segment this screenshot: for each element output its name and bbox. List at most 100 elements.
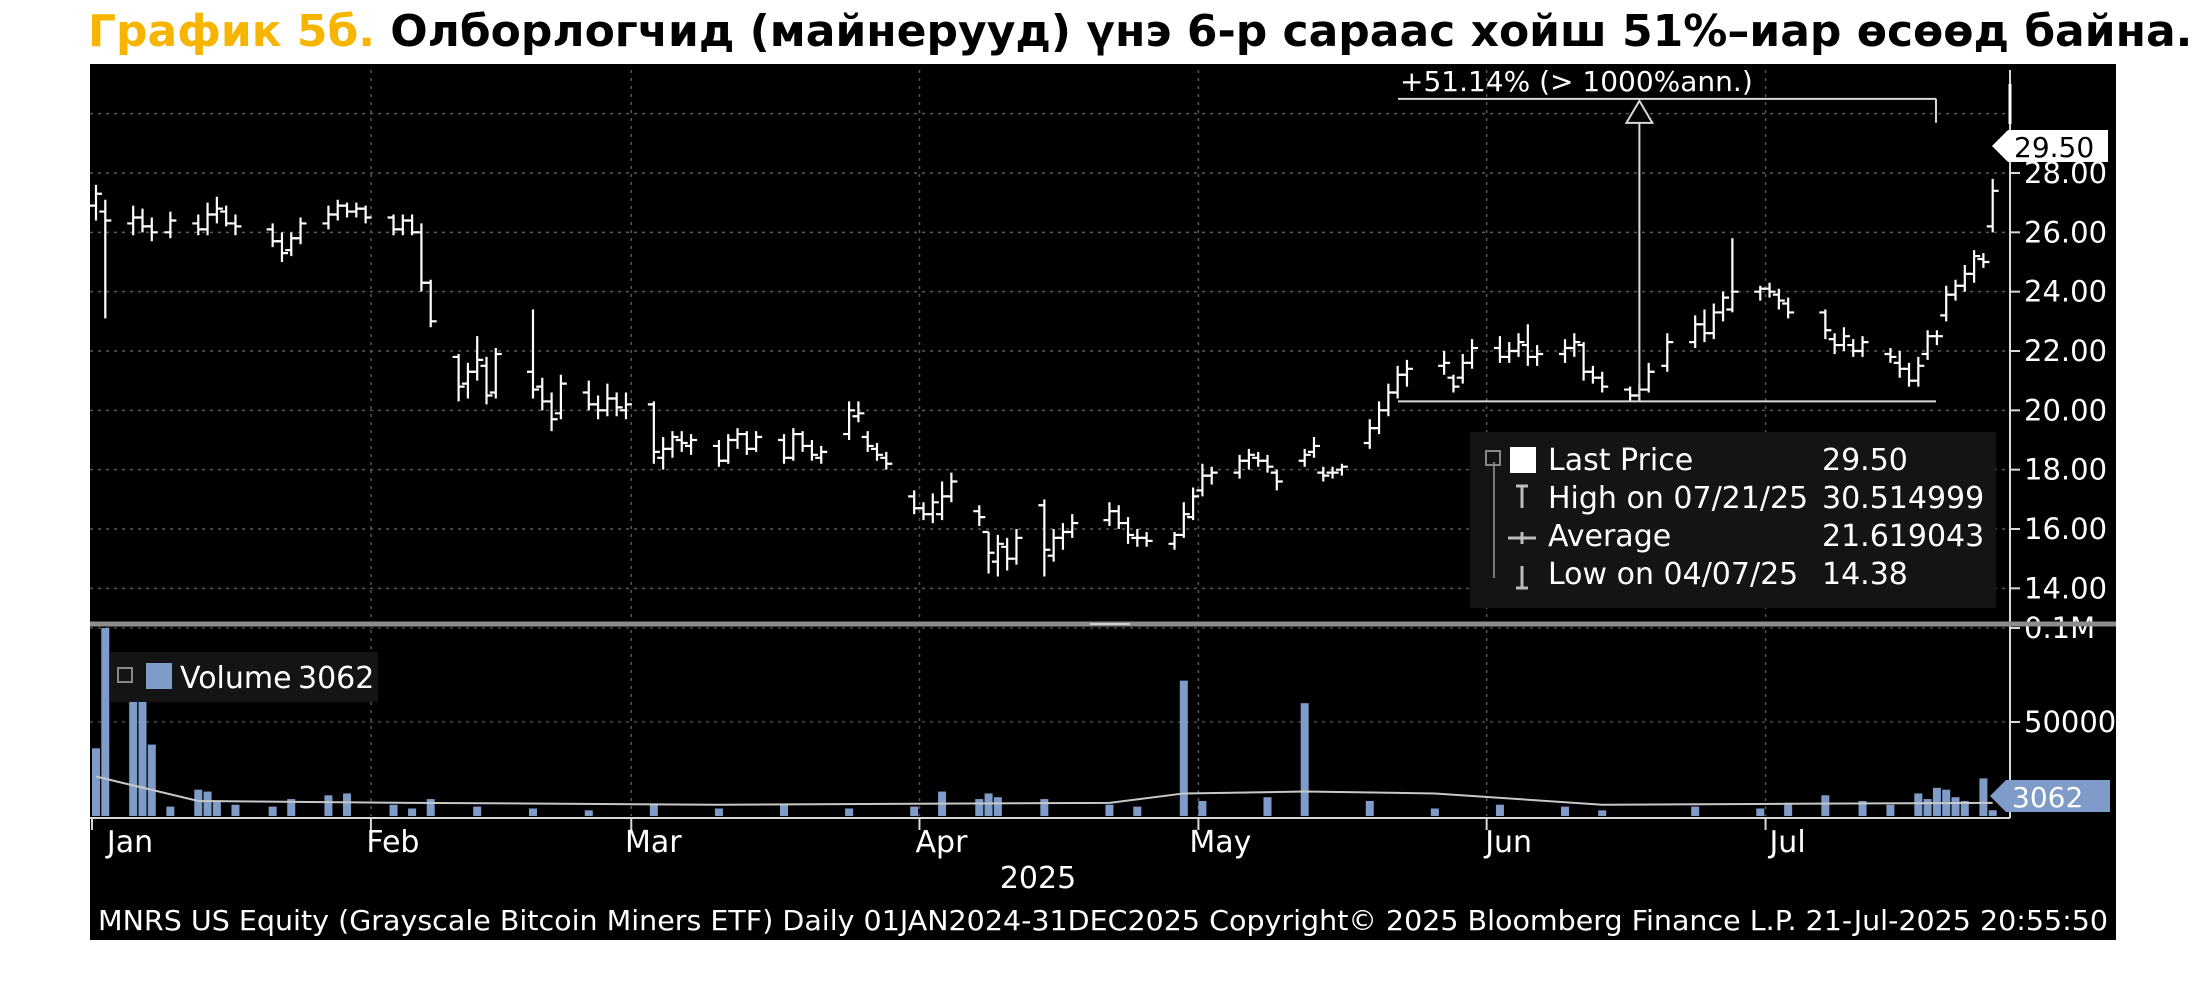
price-bar	[1977, 253, 1990, 268]
price-bar	[1837, 327, 1850, 351]
price-bar	[805, 440, 818, 461]
x-axis-ticks	[91, 818, 1767, 830]
price-bar	[1438, 351, 1451, 375]
price-bar	[1335, 463, 1348, 476]
volume-bar	[268, 806, 277, 816]
month-label: May	[1189, 825, 1251, 860]
volume-bar	[1691, 806, 1700, 816]
price-tick-label: 18.00	[2024, 453, 2107, 487]
volume-axis: 50000 0.1M	[2010, 611, 2116, 739]
price-bar	[1968, 250, 1981, 283]
volume-bar	[1263, 797, 1272, 816]
price-bar	[145, 217, 158, 242]
price-bars	[90, 178, 1999, 577]
price-bar	[1856, 336, 1869, 357]
volume-bar	[1133, 806, 1142, 816]
volume-legend-collapse-icon[interactable]	[117, 667, 133, 683]
last-price-tag-value: 29.50	[2014, 131, 2094, 164]
price-bar	[945, 472, 958, 503]
volume-bar	[287, 799, 296, 816]
volume-bar	[101, 628, 110, 816]
price-bar	[1912, 356, 1925, 387]
volume-bar	[203, 791, 212, 816]
volume-bar	[212, 800, 221, 816]
volume-bar	[1951, 797, 1960, 816]
volume-bar	[166, 806, 175, 816]
price-bar	[1140, 531, 1153, 547]
price-bar	[90, 184, 102, 221]
price-bar	[554, 374, 567, 420]
return-annotation: +51.14% (> 1000%ann.)	[1398, 65, 1937, 403]
price-bar	[294, 217, 307, 245]
low-marker-icon	[1516, 566, 1528, 590]
last-volume-tag-shape	[1990, 780, 2110, 812]
price-bar	[1466, 339, 1479, 369]
month-label: Mar	[625, 825, 682, 860]
volume-tick-label: 50000	[2024, 705, 2116, 739]
price-bar	[610, 392, 623, 417]
legend-average-value: 21.619043	[1822, 519, 1984, 554]
price-bar	[1986, 178, 1999, 233]
legend-collapse-icon[interactable]	[1485, 450, 1501, 466]
x-axis-year-label: 2025	[1000, 861, 1076, 896]
price-bar	[1661, 333, 1674, 372]
price-bar	[675, 431, 688, 452]
x-axis-labels: Jan Feb Mar Apr May Jun Jul	[105, 825, 1806, 860]
last-volume-tag-value: 3062	[2012, 781, 2083, 814]
price-bar	[1187, 487, 1200, 521]
price-bar	[545, 392, 558, 432]
volume-bar	[1821, 795, 1830, 816]
volume-bar	[1979, 778, 1988, 816]
price-bar	[1122, 517, 1135, 544]
volume-bar	[528, 808, 537, 816]
legend-low-value: 14.38	[1822, 557, 1908, 592]
last-price-tag-shape	[1992, 130, 2108, 162]
volume-bar	[1198, 800, 1207, 816]
volume-bar	[1179, 680, 1188, 816]
price-bar	[1782, 297, 1795, 319]
volume-bar	[1914, 793, 1923, 816]
price-bar	[164, 211, 177, 239]
volume-bar	[1960, 800, 1969, 816]
price-bar	[1261, 454, 1274, 473]
price-bar	[489, 348, 502, 399]
grid-lines	[90, 70, 2012, 819]
price-bar	[1596, 371, 1609, 393]
month-label: Jul	[1767, 825, 1805, 860]
price-legend: Last Price 29.50 High on 07/21/25 30.514…	[1470, 432, 1996, 608]
price-bar	[1717, 291, 1730, 322]
price-tick-label: 20.00	[2024, 393, 2107, 427]
price-bar	[1317, 466, 1330, 482]
price-bar	[1066, 514, 1079, 538]
price-bar	[452, 353, 465, 402]
volume-bar	[426, 799, 435, 816]
price-bar	[1447, 374, 1460, 393]
price-bar	[471, 336, 484, 381]
legend-average-label: Average	[1548, 519, 1671, 554]
volume-bar	[1756, 808, 1765, 816]
high-marker-icon	[1516, 484, 1528, 508]
price-bar	[991, 534, 1004, 577]
price-bar	[1884, 348, 1897, 363]
volume-bar	[1932, 787, 1941, 816]
volume-bar	[1365, 800, 1374, 816]
price-bar	[666, 431, 679, 458]
volume-tick-label: 0.1M	[2024, 611, 2095, 645]
volume-bar	[780, 804, 789, 816]
volume-bar	[408, 808, 417, 816]
volume-swatch-icon	[146, 663, 172, 689]
legend-low-label: Low on 04/07/25	[1548, 557, 1798, 592]
chart-title: График 5б. Олборлогчид (майнерууд) үнэ 6…	[88, 2, 2192, 62]
price-tick-label: 24.00	[2024, 275, 2107, 309]
volume-bar	[194, 789, 203, 816]
price-bar	[1642, 362, 1655, 393]
volume-bar	[649, 804, 658, 816]
price-bar	[1307, 437, 1320, 458]
price-bar	[1270, 469, 1283, 491]
volume-bar	[1040, 799, 1049, 816]
volume-bar	[845, 808, 854, 816]
chart-number-label: График 5б.	[88, 6, 375, 57]
price-bar	[1298, 448, 1311, 467]
legend-last-price-value: 29.50	[1822, 443, 1908, 478]
